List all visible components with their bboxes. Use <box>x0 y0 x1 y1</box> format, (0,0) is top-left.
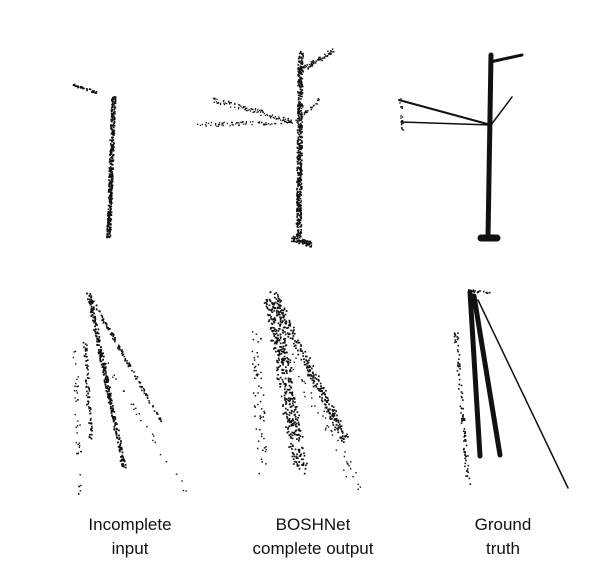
panel-incomplete-top-view <box>72 292 187 495</box>
panel-ground-truth-side-view <box>398 52 524 242</box>
panel-boshnet-side-view <box>197 48 335 248</box>
caption-boshnet-line2: complete output <box>252 539 374 558</box>
caption-boshnet-output: BOSHNet complete output <box>223 513 403 561</box>
caption-incomplete-input: Incomplete input <box>40 513 220 561</box>
panel-ground-truth-top-view <box>453 289 569 489</box>
panel-incomplete-side-view <box>72 83 117 239</box>
panel-boshnet-top-view <box>251 291 362 490</box>
caption-boshnet-line1: BOSHNet <box>275 515 351 534</box>
caption-ground-truth-line2: truth <box>485 539 521 558</box>
caption-ground-truth-line1: Ground <box>474 515 532 534</box>
caption-incomplete-line1: Incomplete <box>88 515 172 534</box>
caption-ground-truth: Ground truth <box>413 513 593 561</box>
caption-incomplete-line2: input <box>111 539 149 558</box>
